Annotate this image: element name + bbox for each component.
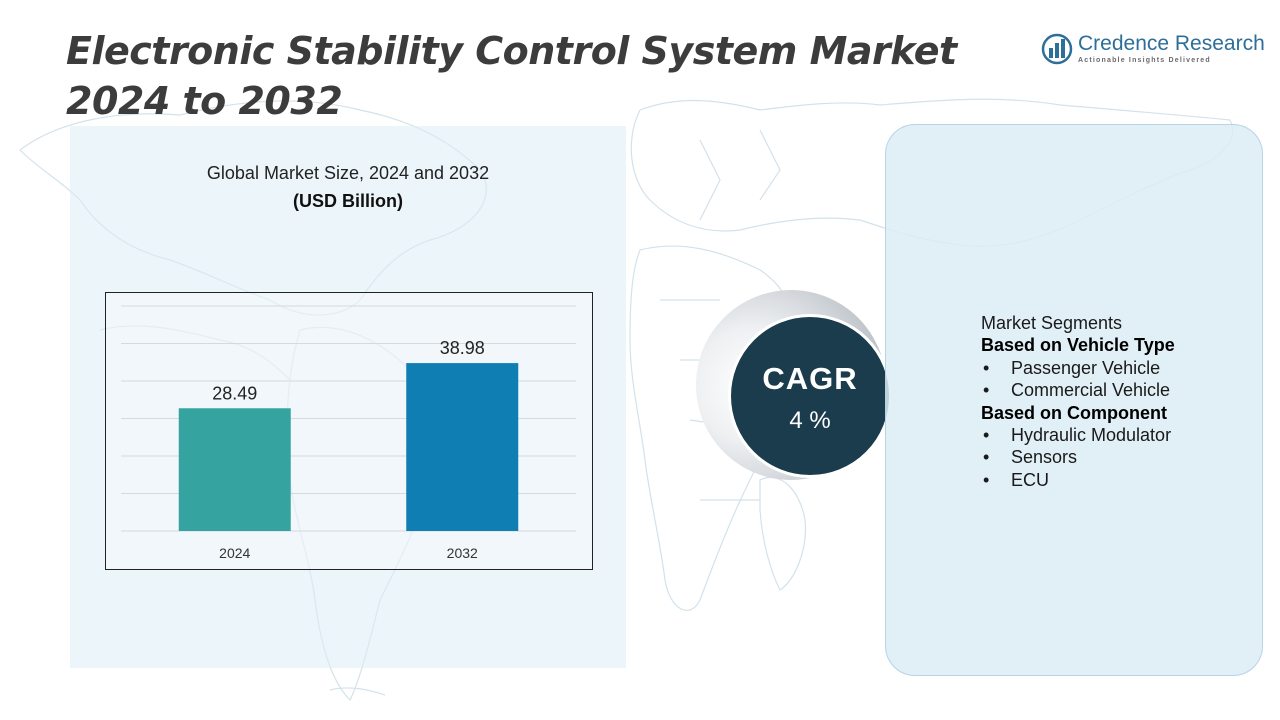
cagr-badge: CAGR 4 %: [728, 314, 892, 478]
chart-title: Global Market Size, 2024 and 2032: [206, 163, 490, 183]
segment-item: Commercial Vehicle: [981, 379, 1271, 402]
data-label-2032: 38.98: [440, 338, 485, 358]
segment-item: Passenger Vehicle: [981, 357, 1271, 380]
cagr-value: 4 %: [789, 407, 831, 434]
bar-chart-svg: 28.49 2024 38.98 2032: [121, 305, 576, 561]
credence-research-logo[interactable]: Credence Research Actionable Insights De…: [1040, 30, 1265, 70]
segment-item: ECU: [981, 469, 1271, 492]
segment-list: Hydraulic Modulator Sensors ECU: [981, 424, 1271, 492]
x-tick-label-2024: 2024: [219, 545, 250, 561]
chart-unit-label: (USD Billion): [293, 191, 403, 211]
segment-list: Passenger Vehicle Commercial Vehicle: [981, 357, 1271, 402]
logo-tagline: Actionable Insights Delivered: [1078, 57, 1211, 64]
segment-group-title: Based on Vehicle Type: [981, 335, 1175, 356]
segment-item: Sensors: [981, 446, 1271, 469]
bar-2024: [178, 408, 291, 531]
bar-chart-globe-icon: [1041, 33, 1073, 65]
segments-heading: Market Segments: [981, 313, 1123, 333]
segment-item: Hydraulic Modulator: [981, 424, 1271, 447]
bar-chart: 28.49 2024 38.98 2032: [105, 292, 593, 570]
page-title: Electronic Stability Control System Mark…: [66, 29, 957, 123]
data-label-2024: 28.49: [212, 383, 257, 403]
segment-group-title: Based on Component: [981, 402, 1168, 423]
market-segments: Market Segments Based on Vehicle Type Pa…: [981, 312, 1271, 492]
cagr-label: CAGR: [762, 361, 858, 396]
market-size-panel: [70, 126, 626, 668]
x-tick-label-2032: 2032: [447, 545, 478, 561]
bar-2032: [406, 363, 519, 531]
logo-name: Credence Research: [1078, 32, 1265, 55]
